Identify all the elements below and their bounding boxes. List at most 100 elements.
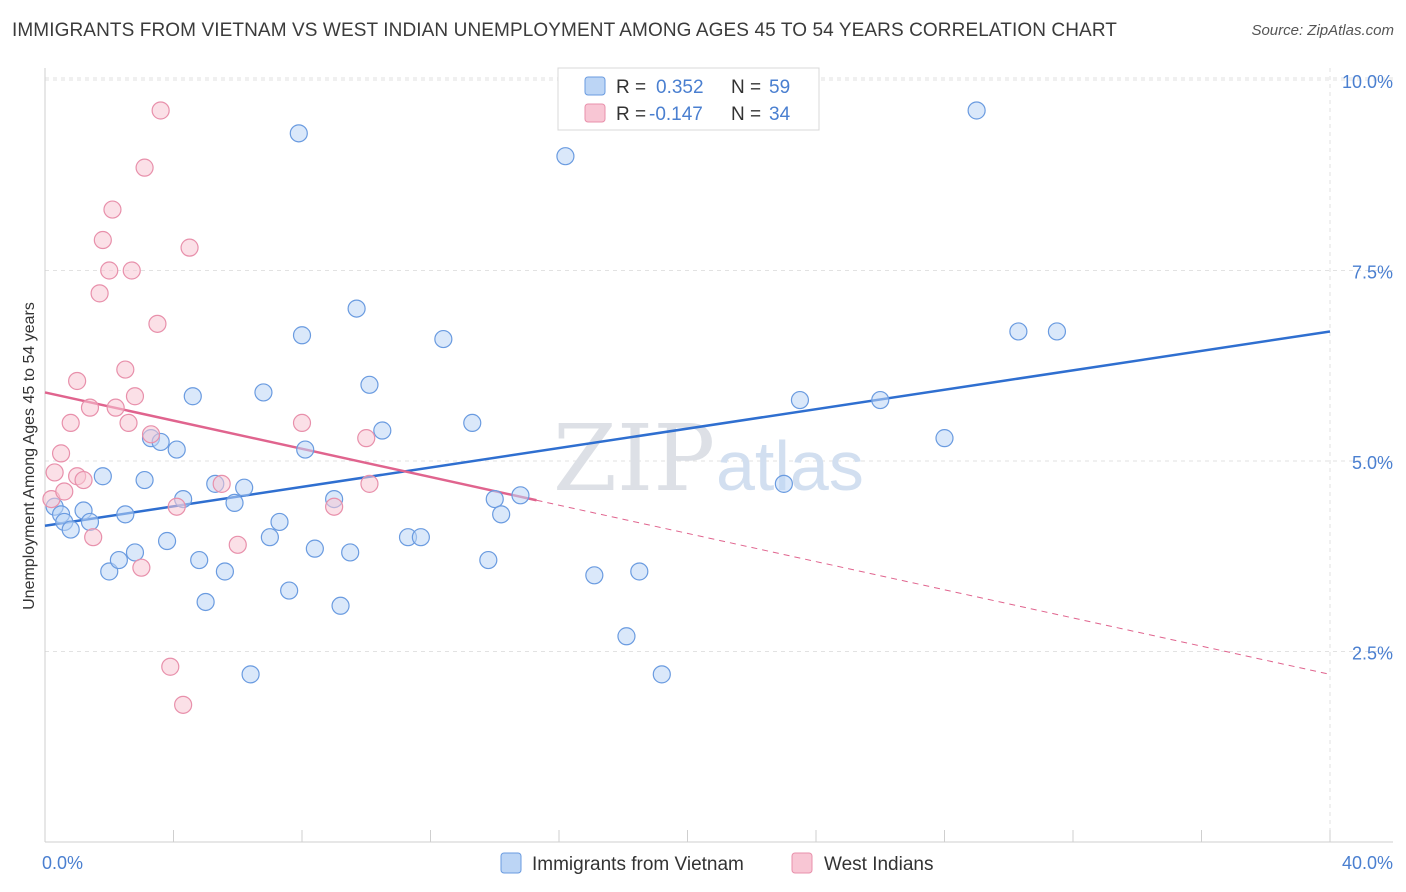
- point-west-indian-4[interactable]: [61, 413, 80, 432]
- point-vietnam-5[interactable]: [80, 512, 100, 532]
- point-vietnam-3[interactable]: [61, 520, 80, 539]
- point-vietnam-6[interactable]: [93, 467, 112, 486]
- point-vietnam-55[interactable]: [935, 429, 954, 448]
- point-vietnam-9[interactable]: [116, 505, 135, 524]
- point-west-indian-15[interactable]: [116, 360, 135, 379]
- point-vietnam-37[interactable]: [360, 375, 379, 394]
- point-vietnam-25[interactable]: [254, 383, 273, 402]
- point-vietnam-43[interactable]: [479, 550, 498, 570]
- point-vietnam-26[interactable]: [260, 528, 279, 547]
- point-west-indian-19[interactable]: [132, 558, 151, 577]
- point-vietnam-18[interactable]: [190, 550, 209, 570]
- point-vietnam-56[interactable]: [967, 101, 986, 120]
- point-west-indian-26[interactable]: [174, 695, 193, 714]
- point-vietnam-44[interactable]: [485, 490, 504, 509]
- watermark: ZIP atlas: [553, 405, 864, 512]
- point-west-indian-18[interactable]: [125, 387, 145, 406]
- point-vietnam-28[interactable]: [280, 581, 299, 600]
- point-vietnam-34[interactable]: [331, 596, 350, 615]
- point-vietnam-50[interactable]: [630, 562, 649, 581]
- point-vietnam-48[interactable]: [585, 566, 604, 585]
- series-legend-swatch-west-indians[interactable]: [791, 852, 813, 874]
- legend-r-label-1: R =: [616, 77, 646, 98]
- point-west-indian-3[interactable]: [55, 482, 74, 501]
- series-legend: Immigrants from Vietnam West Indians: [500, 852, 933, 875]
- point-vietnam-22[interactable]: [225, 493, 244, 513]
- point-west-indian-17[interactable]: [122, 261, 141, 280]
- point-west-indian-6[interactable]: [68, 371, 87, 391]
- source-credit[interactable]: Source: ZipAtlas.com: [1251, 22, 1394, 39]
- point-vietnam-46[interactable]: [511, 486, 530, 505]
- point-west-indian-20[interactable]: [135, 158, 154, 177]
- point-west-indian-30[interactable]: [292, 413, 312, 432]
- point-west-indian-21[interactable]: [141, 425, 161, 444]
- point-vietnam-57[interactable]: [1009, 322, 1028, 341]
- point-vietnam-10[interactable]: [125, 543, 145, 562]
- point-west-indian-23[interactable]: [151, 101, 170, 120]
- point-vietnam-41[interactable]: [434, 329, 453, 349]
- legend-r-label-2: R =: [616, 104, 646, 125]
- legend-r-value-1: 0.352: [656, 77, 704, 98]
- point-vietnam-27[interactable]: [270, 512, 289, 532]
- point-vietnam-14[interactable]: [157, 531, 177, 551]
- point-vietnam-11[interactable]: [135, 470, 154, 490]
- point-west-indian-31[interactable]: [325, 497, 344, 516]
- point-vietnam-38[interactable]: [373, 421, 392, 440]
- y-tick-label: 2.5%: [1352, 644, 1393, 664]
- point-vietnam-36[interactable]: [347, 299, 366, 318]
- point-west-indian-11[interactable]: [93, 230, 112, 250]
- point-vietnam-45[interactable]: [492, 505, 511, 524]
- point-west-indian-24[interactable]: [161, 657, 180, 676]
- point-vietnam-23[interactable]: [235, 478, 254, 497]
- y-tick-label: 5.0%: [1352, 453, 1393, 473]
- point-west-indian-9[interactable]: [84, 528, 103, 547]
- point-west-indian-8[interactable]: [80, 398, 100, 417]
- point-west-indian-25[interactable]: [167, 497, 186, 516]
- point-vietnam-40[interactable]: [411, 528, 430, 547]
- point-west-indian-28[interactable]: [212, 474, 231, 493]
- point-west-indian-14[interactable]: [106, 398, 125, 417]
- series-legend-label-vietnam[interactable]: Immigrants from Vietnam: [532, 854, 744, 875]
- point-west-indian-13[interactable]: [103, 200, 122, 219]
- point-west-indian-10[interactable]: [90, 284, 109, 303]
- point-west-indian-1[interactable]: [45, 463, 64, 482]
- point-vietnam-53[interactable]: [790, 390, 810, 410]
- point-vietnam-47[interactable]: [556, 147, 575, 166]
- legend-n-value-2: 34: [769, 104, 791, 125]
- point-west-indian-16[interactable]: [119, 413, 138, 432]
- point-west-indian-33[interactable]: [360, 474, 379, 493]
- point-vietnam-8[interactable]: [109, 550, 128, 570]
- point-vietnam-49[interactable]: [617, 627, 636, 646]
- point-west-indian-7[interactable]: [74, 470, 93, 490]
- point-vietnam-29[interactable]: [289, 124, 308, 143]
- point-west-indian-22[interactable]: [148, 314, 167, 333]
- legend-n-value-1: 59: [769, 77, 790, 98]
- y-tick-labels: 2.5% 5.0% 7.5% 10.0%: [1342, 72, 1393, 664]
- point-west-indian-29[interactable]: [228, 535, 247, 554]
- point-west-indian-12[interactable]: [100, 261, 119, 280]
- point-vietnam-35[interactable]: [341, 543, 360, 562]
- watermark-atlas: atlas: [716, 427, 864, 505]
- point-vietnam-32[interactable]: [305, 539, 324, 558]
- point-vietnam-17[interactable]: [183, 387, 202, 406]
- point-vietnam-24[interactable]: [241, 665, 260, 684]
- series-legend-label-west-indians[interactable]: West Indians: [824, 854, 933, 875]
- point-vietnam-52[interactable]: [774, 474, 793, 493]
- point-vietnam-31[interactable]: [296, 440, 315, 459]
- point-west-indian-32[interactable]: [357, 429, 376, 448]
- point-vietnam-58[interactable]: [1047, 322, 1067, 341]
- y-tick-label: 10.0%: [1342, 72, 1393, 92]
- point-vietnam-42[interactable]: [463, 413, 482, 432]
- point-west-indian-2[interactable]: [51, 444, 71, 463]
- point-vietnam-51[interactable]: [652, 665, 671, 684]
- point-vietnam-21[interactable]: [215, 562, 234, 581]
- point-vietnam-15[interactable]: [167, 440, 186, 459]
- y-tick-label: 7.5%: [1352, 263, 1393, 283]
- point-vietnam-54[interactable]: [871, 390, 890, 410]
- x-tick-label-max: 40.0%: [1342, 853, 1393, 873]
- point-west-indian-27[interactable]: [180, 238, 199, 257]
- point-vietnam-30[interactable]: [292, 326, 312, 345]
- point-vietnam-19[interactable]: [196, 592, 215, 612]
- series-legend-swatch-vietnam[interactable]: [500, 852, 522, 874]
